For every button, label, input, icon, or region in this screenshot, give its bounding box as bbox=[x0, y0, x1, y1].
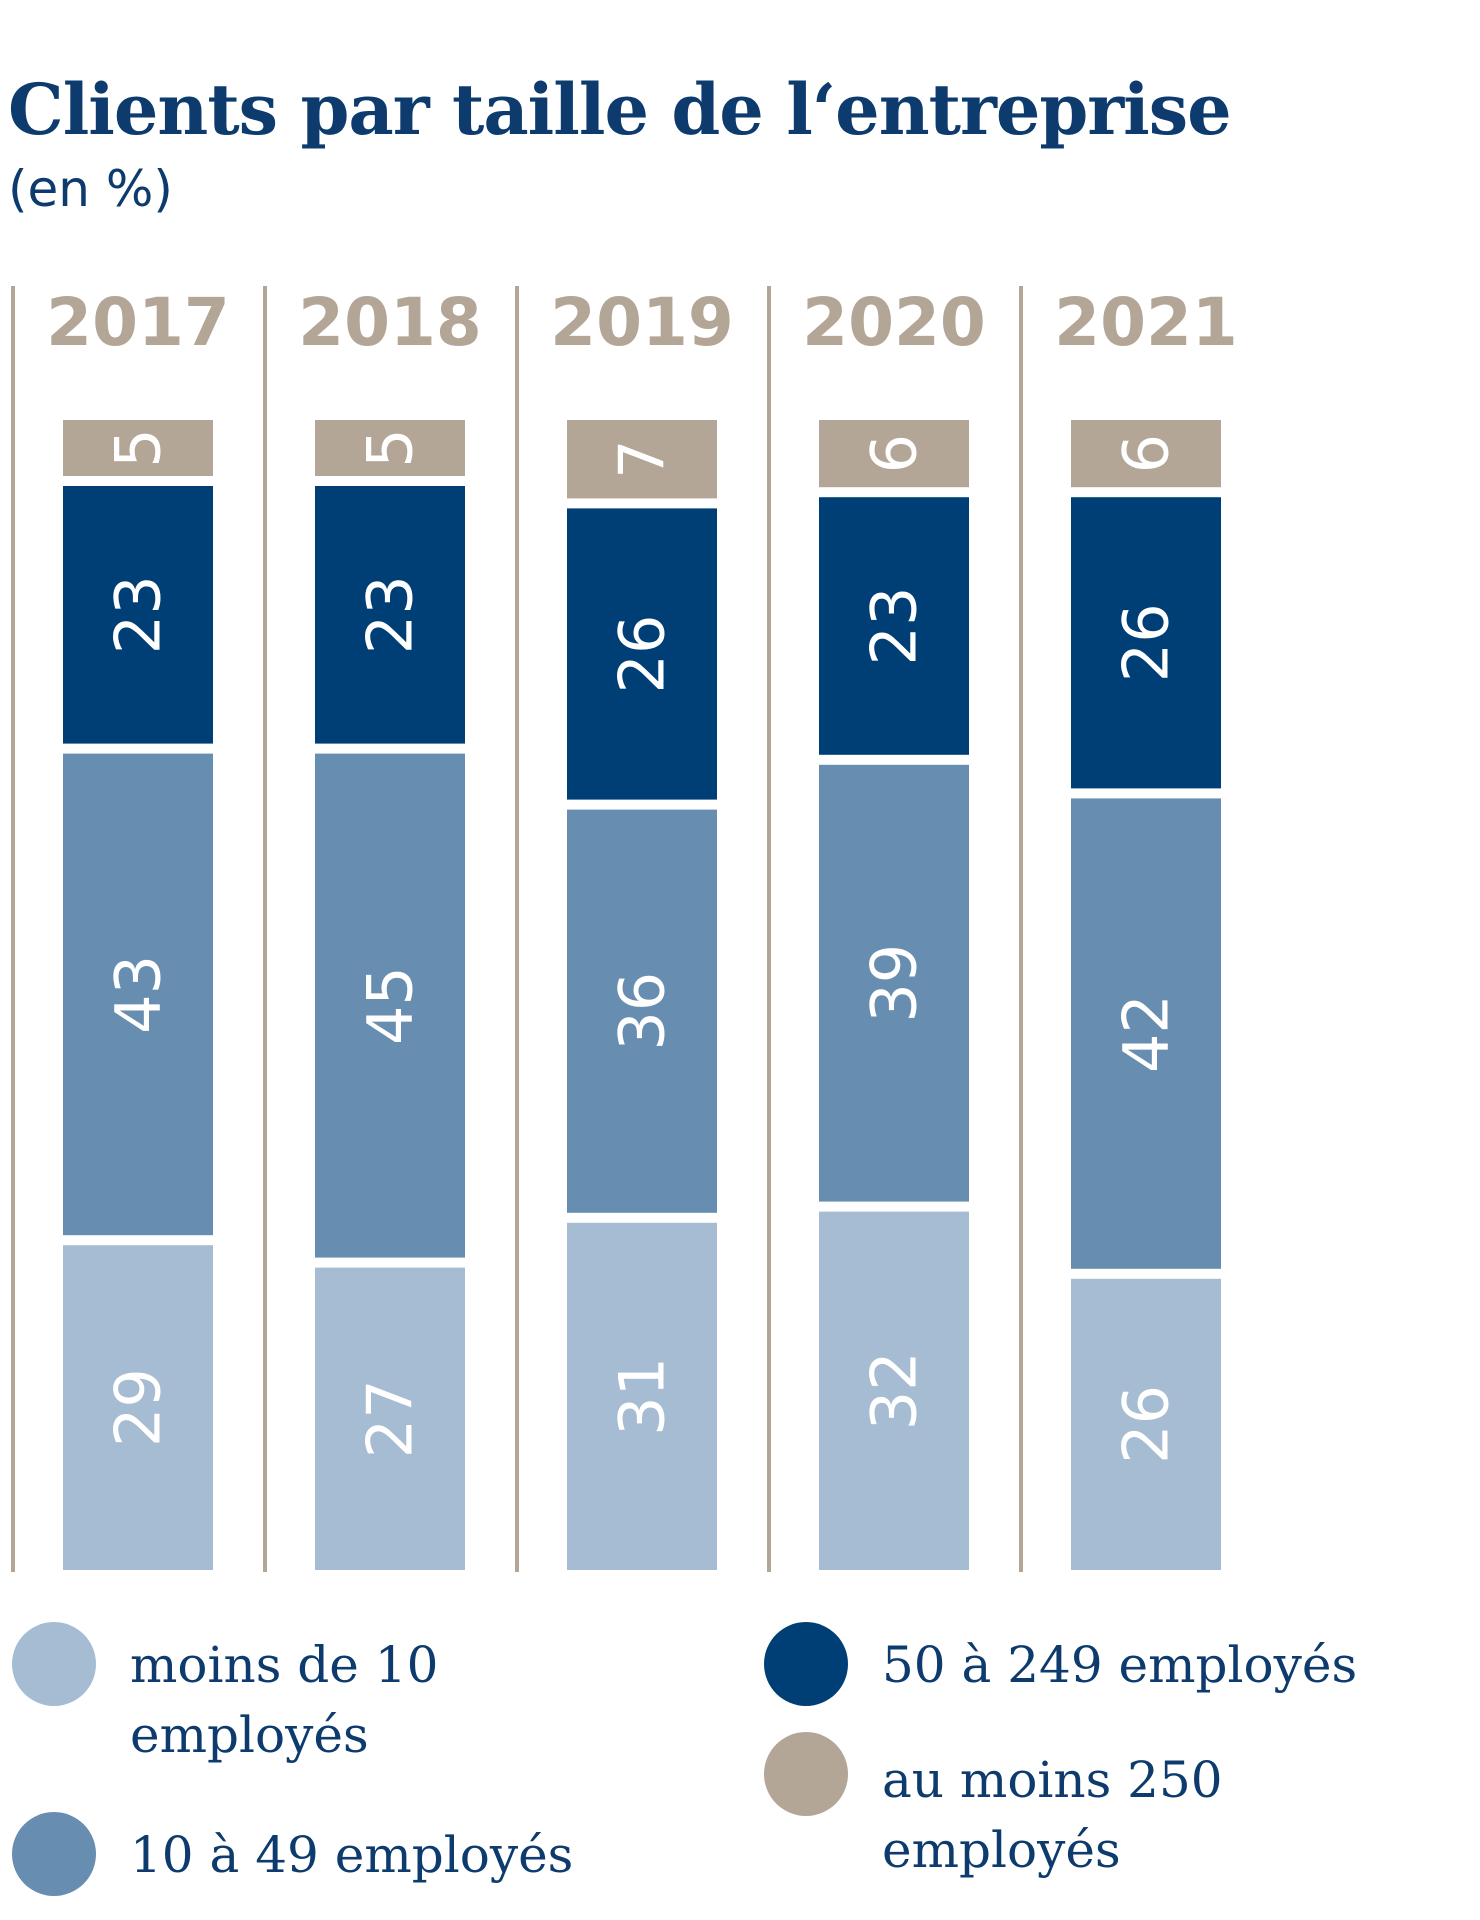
legend-swatch bbox=[12, 1622, 96, 1706]
legend-swatch bbox=[12, 1812, 96, 1896]
legend-swatch bbox=[764, 1622, 848, 1706]
year-label: 2021 bbox=[1054, 284, 1238, 361]
bar-segment bbox=[567, 420, 717, 499]
value-label: 26 bbox=[1110, 1385, 1183, 1464]
value-label: 5 bbox=[354, 428, 427, 467]
bar-segment bbox=[1071, 798, 1221, 1269]
legend-swatch bbox=[764, 1732, 848, 1816]
legend-label: au moins 250 employés bbox=[882, 1751, 1223, 1879]
value-label: 42 bbox=[1110, 994, 1183, 1073]
year-label: 2020 bbox=[802, 284, 986, 361]
value-label: 43 bbox=[102, 955, 175, 1034]
bar-segment bbox=[1071, 497, 1221, 789]
value-label: 7 bbox=[606, 439, 679, 478]
bar-segment bbox=[567, 508, 717, 800]
value-label: 26 bbox=[606, 615, 679, 694]
bar-segment bbox=[1071, 1278, 1221, 1570]
value-label: 5 bbox=[102, 428, 175, 467]
chart-subtitle: (en %) bbox=[8, 160, 173, 218]
year-label: 2017 bbox=[46, 284, 230, 361]
value-label: 23 bbox=[102, 575, 175, 654]
value-label: 23 bbox=[354, 575, 427, 654]
year-label: 2018 bbox=[298, 284, 482, 361]
value-label: 29 bbox=[102, 1368, 175, 1447]
bar-segment bbox=[819, 497, 969, 755]
bar-segment bbox=[819, 420, 969, 488]
value-label: 26 bbox=[1110, 603, 1183, 682]
bar-segment bbox=[819, 764, 969, 1202]
legend-label: moins de 10 employés bbox=[130, 1636, 439, 1764]
value-label: 32 bbox=[858, 1351, 931, 1430]
legend-label: 50 à 249 employés bbox=[882, 1636, 1358, 1694]
value-label: 45 bbox=[354, 966, 427, 1045]
bar-segment bbox=[819, 1211, 969, 1570]
bar-segment bbox=[1071, 420, 1221, 488]
chart-title: Clients par taille de l‘entreprise bbox=[8, 68, 1232, 151]
legend-label: 10 à 49 employés bbox=[130, 1826, 574, 1884]
bar-segment bbox=[315, 1267, 465, 1570]
value-label: 6 bbox=[858, 434, 931, 473]
value-label: 39 bbox=[858, 944, 931, 1023]
bar-segment bbox=[315, 486, 465, 744]
bar-segment bbox=[567, 1222, 717, 1570]
value-label: 23 bbox=[858, 587, 931, 666]
bar-segment bbox=[315, 753, 465, 1258]
value-label: 6 bbox=[1110, 434, 1183, 473]
bar-segment bbox=[63, 1245, 213, 1570]
bar-segment bbox=[63, 486, 213, 744]
year-label: 2019 bbox=[550, 284, 734, 361]
bar-segment bbox=[315, 420, 465, 476]
bar-segment bbox=[63, 753, 213, 1236]
value-label: 36 bbox=[606, 972, 679, 1051]
value-label: 31 bbox=[606, 1357, 679, 1436]
value-label: 27 bbox=[354, 1379, 427, 1458]
bar-segment bbox=[63, 420, 213, 476]
bar-segment bbox=[567, 809, 717, 1213]
